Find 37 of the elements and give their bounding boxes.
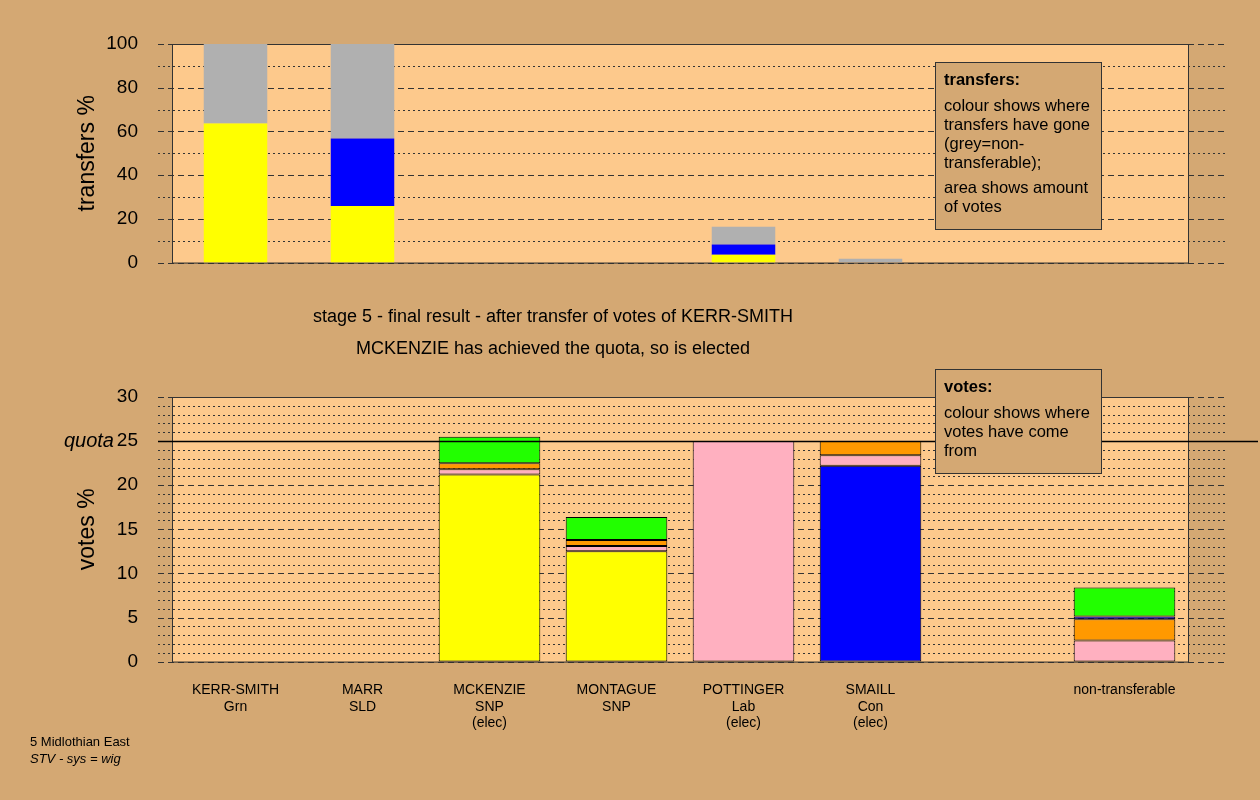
y-tick-label: 60 — [116, 119, 138, 141]
y-tick-label: 10 — [116, 561, 138, 583]
y-tick-label: 5 — [127, 605, 138, 627]
bar — [711, 244, 776, 255]
y-tick-label: 40 — [116, 163, 138, 185]
y-tick-label: 25 — [116, 429, 138, 451]
x-tick-label: POTTINGER Lab (elec) — [702, 680, 785, 731]
y-tick-label: 100 — [106, 32, 138, 54]
y-tick-label: 20 — [116, 207, 138, 229]
y-axis-title: transfers % — [73, 95, 100, 212]
chart-title: stage 5 - final result - after transfer of votes of KERR-SMITH — [311, 306, 795, 327]
y-tick-label: 80 — [116, 75, 138, 97]
text: 5 Midlothian East STV - sys = wig — [30, 733, 130, 767]
y-tick-label: 0 — [127, 649, 138, 671]
chart-subtitle: MCKENZIE has achieved the quota, so is elected — [354, 338, 752, 359]
ref-line-label: quota — [63, 429, 114, 452]
x-tick-label: MCKENZIE SNP (elec) — [453, 680, 526, 731]
note-box: transfers: colour shows where transfers have gone (grey=non-transferable); area shows amount of votes — [935, 62, 1102, 230]
note-box: votes: colour shows where votes have come from — [935, 369, 1102, 474]
x-tick-label: SMAILL Con (elec) — [845, 680, 896, 731]
y-tick-label: 0 — [127, 250, 138, 272]
bar — [330, 138, 395, 206]
x-tick-label: KERR-SMITH Grn — [191, 680, 280, 714]
bar — [203, 44, 268, 124]
y-tick-label: 15 — [116, 517, 138, 539]
x-tick-label: MONTAGUE SNP — [576, 680, 657, 714]
annotation: transfers: colour shows where transfers have gone (grey=non-transferable); area shows amount of votes — [944, 70, 1091, 216]
bar — [330, 205, 395, 263]
bar — [203, 123, 268, 263]
bar — [330, 44, 395, 139]
x-tick-label: MARR SLD — [341, 680, 384, 714]
y-axis-title: votes % — [73, 488, 100, 571]
x-tick-label: non-transferable — [1073, 680, 1176, 697]
bar — [711, 226, 776, 245]
y-tick-label: 30 — [116, 385, 138, 407]
y-tick-label: 20 — [116, 473, 138, 495]
annotation: votes: colour shows where votes have come from — [944, 377, 1091, 460]
